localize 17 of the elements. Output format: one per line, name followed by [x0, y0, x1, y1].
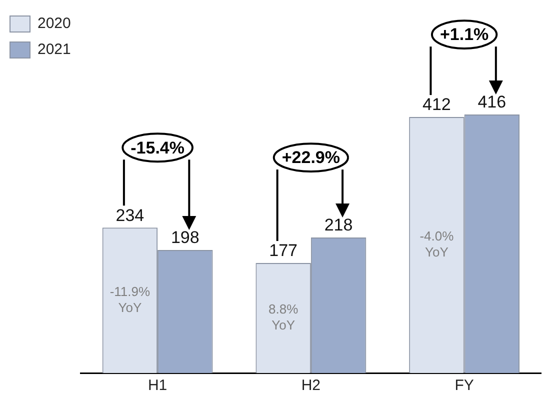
- annotation: -15.4%: [130, 138, 184, 158]
- legend-label: 2020: [38, 15, 71, 32]
- x-tick-label: H1: [148, 377, 168, 394]
- annotation: +22.9%: [282, 148, 340, 168]
- data-label: 218: [324, 216, 353, 235]
- data-label: 234: [116, 206, 144, 225]
- x-tick-label: FY: [454, 377, 474, 394]
- annotation: -4.0% YoY: [420, 228, 454, 260]
- data-label: 177: [269, 241, 298, 260]
- data-label: 198: [170, 228, 200, 248]
- annotation: 8.8% YoY: [268, 302, 299, 333]
- legend-label: 2021: [38, 41, 71, 58]
- annotation: -11.9% YoY: [110, 284, 150, 315]
- x-tick-label: H2: [301, 377, 321, 394]
- text: +1.1%: [440, 25, 489, 44]
- data-label: 416: [478, 92, 506, 112]
- data-label: 412: [422, 95, 451, 114]
